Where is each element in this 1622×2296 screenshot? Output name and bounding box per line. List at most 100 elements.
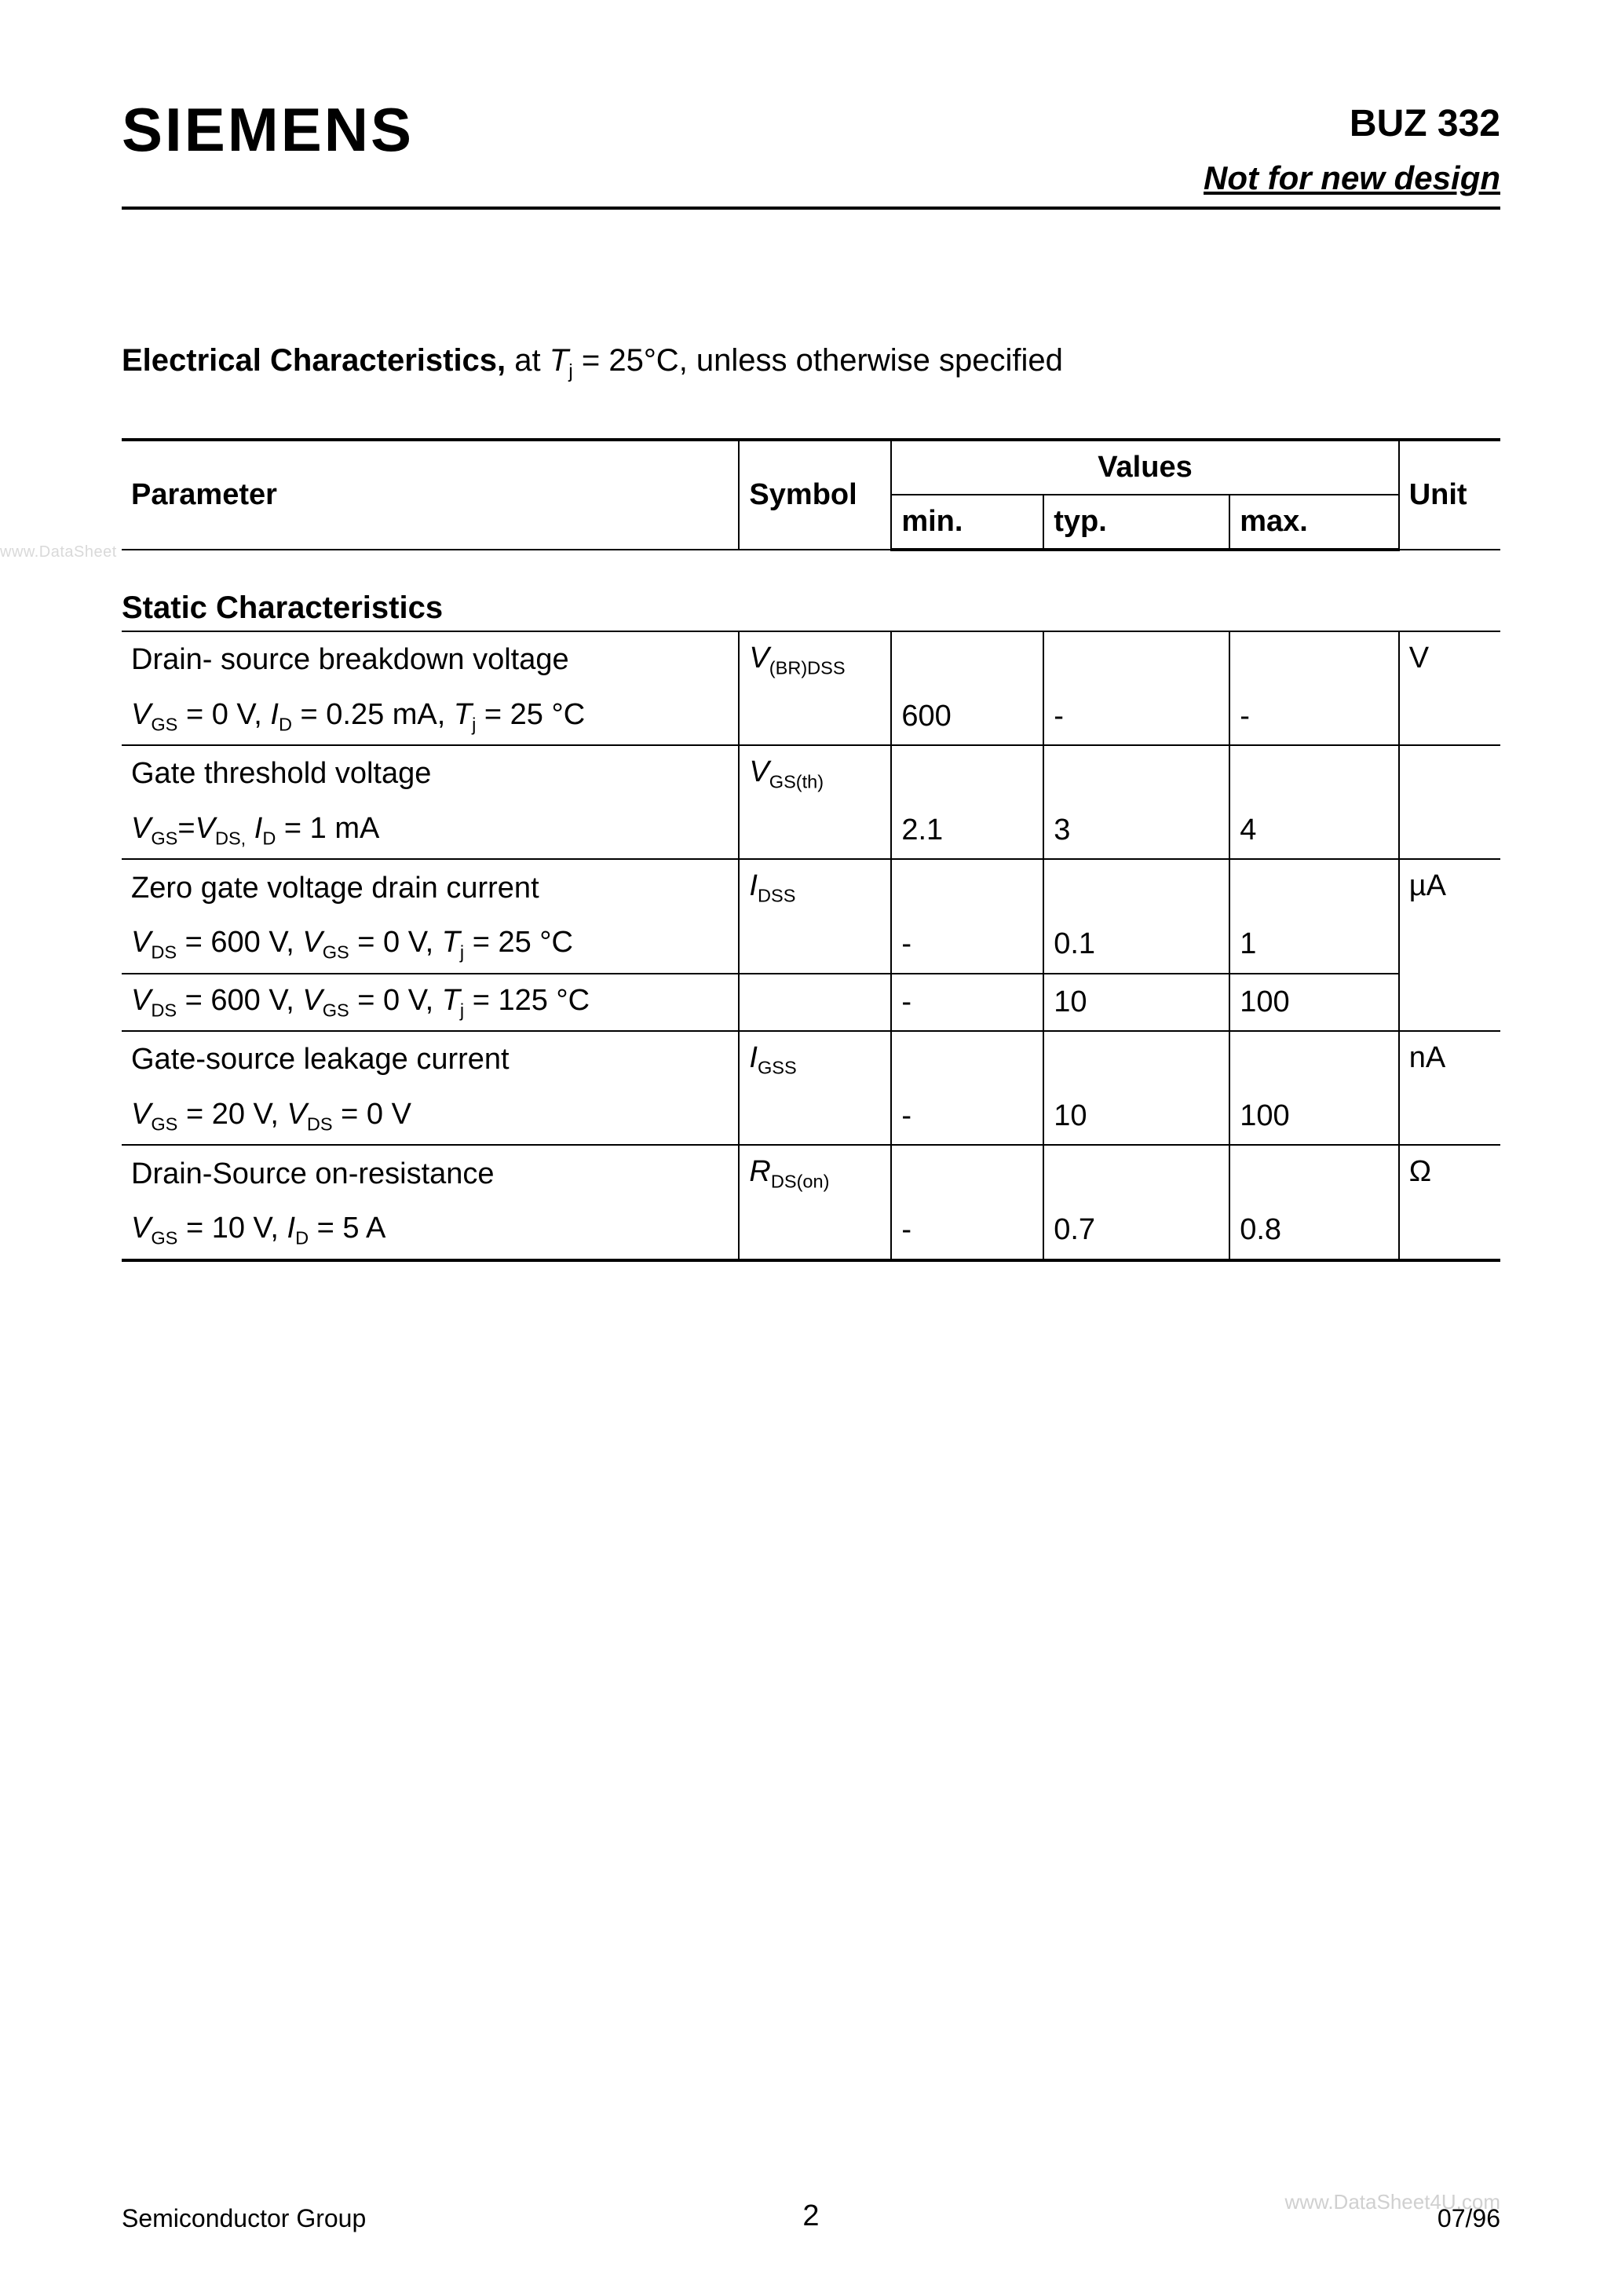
siemens-logo: SIEMENS — [122, 94, 414, 166]
parameter-symbol — [739, 1202, 891, 1260]
col-parameter: Parameter — [122, 440, 739, 550]
value-unit: Ω — [1399, 1145, 1500, 1260]
value-min — [891, 631, 1043, 689]
header-rule — [122, 207, 1500, 210]
value-unit: V — [1399, 631, 1500, 745]
value-typ: 3 — [1043, 803, 1229, 860]
parameter-condition: VGS = 0 V, ID = 0.25 mA, Tj = 25 °C — [122, 689, 739, 746]
value-min: - — [891, 916, 1043, 974]
value-typ: 0.1 — [1043, 916, 1229, 974]
parameter-condition: VGS = 20 V, VDS = 0 V — [122, 1088, 739, 1146]
value-max — [1229, 859, 1398, 916]
value-max — [1229, 631, 1398, 689]
col-max: max. — [1229, 495, 1398, 550]
col-min: min. — [891, 495, 1043, 550]
col-symbol: Symbol — [739, 440, 891, 550]
table-row: Zero gate voltage drain currentIDSSµA — [122, 859, 1500, 916]
value-max: 1 — [1229, 916, 1398, 974]
col-values: Values — [891, 440, 1398, 495]
value-max: 0.8 — [1229, 1202, 1398, 1260]
table-header-row: Parameter Symbol Values Unit — [122, 440, 1500, 495]
parameter-condition: VDS = 600 V, VGS = 0 V, Tj = 125 °C — [122, 974, 739, 1032]
parameter-condition: VDS = 600 V, VGS = 0 V, Tj = 25 °C — [122, 916, 739, 974]
value-max — [1229, 1031, 1398, 1088]
footer-left: Semiconductor Group — [122, 2204, 366, 2233]
table-row: Drain-Source on-resistanceRDS(on)Ω — [122, 1145, 1500, 1202]
parameter-symbol — [739, 803, 891, 860]
value-max: 100 — [1229, 1088, 1398, 1146]
footer-page-number: 2 — [802, 2199, 819, 2233]
value-min — [891, 859, 1043, 916]
value-unit: nA — [1399, 1031, 1500, 1145]
value-typ: 0.7 — [1043, 1202, 1229, 1260]
section-title-bold: Electrical Characteristics, — [122, 343, 506, 378]
left-watermark: www.DataSheet — [0, 543, 117, 561]
table-row: Gate-source leakage currentIGSSnA — [122, 1031, 1500, 1088]
characteristics-body-table: Drain- source breakdown voltageV(BR)DSSV… — [122, 631, 1500, 1262]
value-typ — [1043, 1031, 1229, 1088]
datasheet-page: SIEMENS BUZ 332 Not for new design Elect… — [0, 0, 1622, 2296]
parameter-label: Gate-source leakage current — [122, 1031, 739, 1088]
value-min: - — [891, 1202, 1043, 1260]
parameter-condition: VGS=VDS, ID = 1 mA — [122, 803, 739, 860]
value-max: 4 — [1229, 803, 1398, 860]
value-typ: 10 — [1043, 1088, 1229, 1146]
value-typ — [1043, 631, 1229, 689]
design-notice: Not for new design — [1204, 159, 1500, 197]
parameter-label: Drain- source breakdown voltage — [122, 631, 739, 689]
table-row: VGS=VDS, ID = 1 mA 2.134 — [122, 803, 1500, 860]
value-min — [891, 1145, 1043, 1202]
parameter-symbol: IDSS — [739, 859, 891, 916]
value-typ — [1043, 859, 1229, 916]
value-typ: 10 — [1043, 974, 1229, 1032]
value-max: 100 — [1229, 974, 1398, 1032]
parameter-label: Drain-Source on-resistance — [122, 1145, 739, 1202]
section-title-suffix: = 25°C, unless otherwise specified — [573, 343, 1063, 378]
value-min: 2.1 — [891, 803, 1043, 860]
value-min — [891, 1031, 1043, 1088]
parameter-symbol: V(BR)DSS — [739, 631, 891, 689]
static-characteristics-heading: Static Characteristics — [122, 590, 1500, 626]
table-row: VGS = 20 V, VDS = 0 V -10100 — [122, 1088, 1500, 1146]
section-title-prefix: at — [514, 343, 549, 378]
value-unit: µA — [1399, 859, 1500, 1031]
parameter-symbol: RDS(on) — [739, 1145, 891, 1202]
table-row: VDS = 600 V, VGS = 0 V, Tj = 125 °C -1010… — [122, 974, 1500, 1032]
table-row: VGS = 0 V, ID = 0.25 mA, Tj = 25 °C600-- — [122, 689, 1500, 746]
value-unit — [1399, 745, 1500, 859]
table-row: Gate threshold voltageVGS(th) — [122, 745, 1500, 803]
parameter-label: Gate threshold voltage — [122, 745, 739, 803]
value-typ — [1043, 1145, 1229, 1202]
table-row: Drain- source breakdown voltageV(BR)DSSV — [122, 631, 1500, 689]
value-max — [1229, 745, 1398, 803]
value-max: - — [1229, 689, 1398, 746]
col-typ: typ. — [1043, 495, 1229, 550]
section-title: Electrical Characteristics, at Tj = 25°C… — [122, 343, 1500, 383]
value-typ: - — [1043, 689, 1229, 746]
page-footer: Semiconductor Group 2 www.DataSheet4U.co… — [122, 2204, 1500, 2233]
parameter-condition: VGS = 10 V, ID = 5 A — [122, 1202, 739, 1260]
value-min: 600 — [891, 689, 1043, 746]
value-min: - — [891, 1088, 1043, 1146]
section-title-sym-main: T — [550, 343, 568, 378]
parameter-symbol: IGSS — [739, 1031, 891, 1088]
value-max — [1229, 1145, 1398, 1202]
value-typ — [1043, 745, 1229, 803]
parameter-label: Zero gate voltage drain current — [122, 859, 739, 916]
header-right: BUZ 332 Not for new design — [1204, 102, 1500, 197]
value-min: - — [891, 974, 1043, 1032]
part-number: BUZ 332 — [1204, 102, 1500, 145]
parameter-symbol — [739, 1088, 891, 1146]
col-unit: Unit — [1399, 440, 1500, 550]
parameter-symbol — [739, 689, 891, 746]
table-row: VGS = 10 V, ID = 5 A -0.70.8 — [122, 1202, 1500, 1260]
parameter-symbol — [739, 916, 891, 974]
table-row: VDS = 600 V, VGS = 0 V, Tj = 25 °C -0.11 — [122, 916, 1500, 974]
footer-right: www.DataSheet4U.com 07/96 — [1438, 2204, 1500, 2233]
footer-watermark: www.DataSheet4U.com — [1284, 2190, 1500, 2214]
characteristics-header-table: Parameter Symbol Values Unit min. typ. m… — [122, 438, 1500, 551]
parameter-symbol: VGS(th) — [739, 745, 891, 803]
parameter-symbol — [739, 974, 891, 1032]
page-header: SIEMENS BUZ 332 Not for new design — [122, 94, 1500, 197]
value-min — [891, 745, 1043, 803]
